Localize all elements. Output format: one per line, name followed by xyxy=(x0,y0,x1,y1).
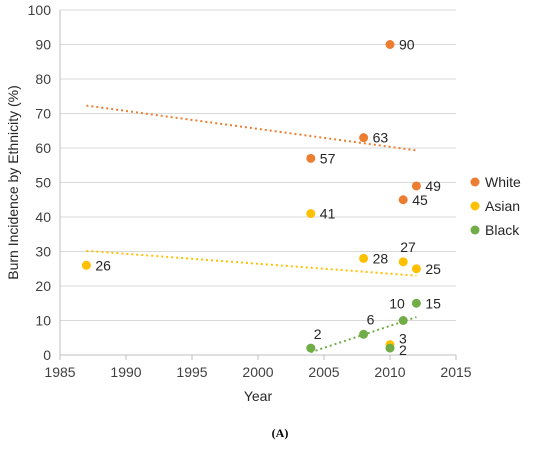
legend-marker-asian xyxy=(470,201,480,211)
trendline-asian xyxy=(86,249,417,277)
figure-caption: (A) xyxy=(272,426,289,440)
y-tick-label: 50 xyxy=(35,175,51,191)
data-label-asian: 26 xyxy=(95,257,111,273)
x-tick-label: 2000 xyxy=(242,364,273,380)
x-tick-label: 1990 xyxy=(110,364,141,380)
gridlines xyxy=(60,9,456,321)
data-point-white xyxy=(359,133,369,143)
data-point-black xyxy=(411,298,421,308)
data-point-asian xyxy=(398,257,408,267)
legend-marker-white xyxy=(470,177,480,187)
x-tick-label: 1995 xyxy=(176,364,207,380)
x-axis-title: Year xyxy=(244,388,273,404)
data-label-black: 2 xyxy=(399,342,407,358)
y-tick-label: 80 xyxy=(35,71,51,87)
data-point-white xyxy=(398,195,408,205)
data-label-white: 63 xyxy=(373,130,389,146)
data-label-asian: 28 xyxy=(373,250,389,266)
data-point-black xyxy=(398,316,408,325)
y-tick-label: 60 xyxy=(35,140,51,156)
data-point-black xyxy=(359,329,369,339)
data-label-white: 49 xyxy=(425,178,441,194)
y-tick-label: 20 xyxy=(35,278,51,294)
y-tick-label: 90 xyxy=(35,37,51,53)
legend-marker-black xyxy=(470,225,480,235)
legend-label-white: White xyxy=(485,174,521,190)
data-point-white xyxy=(411,181,421,191)
data-point-black xyxy=(385,343,395,353)
trendline-white xyxy=(86,104,417,152)
data-label-white: 57 xyxy=(320,150,336,166)
data-label-asian: 41 xyxy=(320,206,336,222)
y-axis-title: Burn Incidence by Ethnicity (%) xyxy=(5,85,21,280)
y-tick-label: 100 xyxy=(28,2,52,18)
x-tick-label: 2005 xyxy=(308,364,339,380)
y-tick-label: 70 xyxy=(35,106,51,122)
legend: White Asian Black xyxy=(470,174,521,238)
data-label-white: 45 xyxy=(412,192,428,208)
data-point-black xyxy=(306,343,316,353)
y-tick-label: 30 xyxy=(35,244,51,260)
legend-label-asian: Asian xyxy=(485,198,520,214)
data-label-white: 90 xyxy=(399,37,415,53)
y-tick-label: 40 xyxy=(35,209,51,225)
data-label-black: 6 xyxy=(367,311,375,327)
data-point-asian xyxy=(411,264,421,274)
data-point-asian xyxy=(359,253,369,263)
x-tick-label: 2010 xyxy=(374,364,405,380)
x-tick-label: 1985 xyxy=(44,364,75,380)
data-label-asian: 3 xyxy=(399,331,407,347)
data-point-asian xyxy=(306,209,316,219)
y-tick-label: 0 xyxy=(43,347,51,363)
data-label-black: 10 xyxy=(389,296,405,312)
data-points xyxy=(81,40,421,353)
data-label-asian: 27 xyxy=(400,239,416,255)
data-label-black: 15 xyxy=(425,295,441,311)
data-point-white xyxy=(385,40,395,49)
y-tick-label: 10 xyxy=(35,313,51,329)
data-label-asian: 25 xyxy=(425,261,441,277)
data-label-black: 2 xyxy=(314,326,322,342)
data-point-asian xyxy=(81,260,91,270)
x-tick-label: 2015 xyxy=(440,364,471,380)
legend-label-black: Black xyxy=(485,222,520,238)
axes: 0 10 20 30 40 50 60 70 80 90 100 1985 1990 1995 2000 20… xyxy=(5,2,472,404)
data-point-white xyxy=(306,153,316,163)
